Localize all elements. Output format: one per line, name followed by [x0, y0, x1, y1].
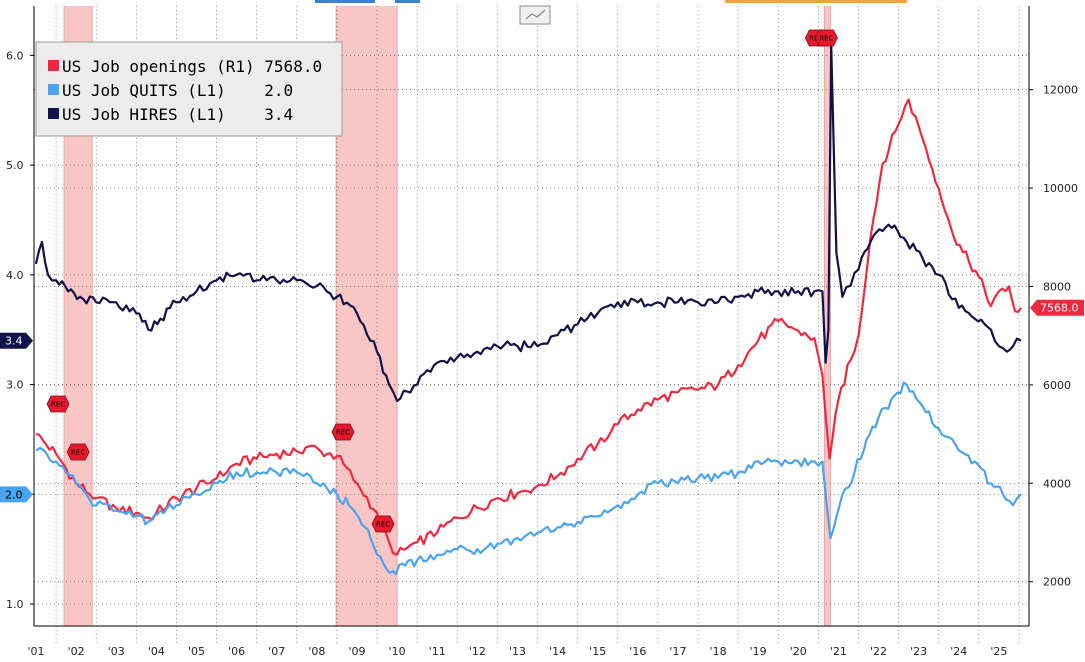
- rec-marker-label: REC: [51, 401, 65, 409]
- right-tick-label: 4000: [1043, 477, 1071, 490]
- rec-marker: [371, 515, 395, 533]
- x-tick-label: '16: [629, 645, 646, 658]
- x-tick-label: '01: [27, 645, 44, 658]
- right-tick-label: 10000: [1043, 182, 1078, 195]
- x-tick-label: '14: [549, 645, 566, 658]
- series-line-hires: [34, 43, 1022, 403]
- toolbar-segment-right: [725, 0, 907, 3]
- rec-marker-label: REC: [71, 449, 85, 457]
- last-value-tag-right: [1030, 299, 1084, 316]
- x-tick-label: '02: [68, 645, 85, 658]
- left-tick-label: 5.0: [6, 159, 24, 172]
- x-tick-label: '04: [148, 645, 165, 658]
- x-tick-label: '23: [910, 645, 927, 658]
- series-line-quits: [35, 381, 1022, 576]
- x-tick-label: '05: [188, 645, 205, 658]
- recession-band: [336, 6, 398, 626]
- right-tick-label: 8000: [1043, 280, 1071, 293]
- legend-swatch-openings: [48, 60, 59, 71]
- left-tick-label: 3.0: [6, 379, 24, 392]
- rec-marker-label: REC: [376, 521, 390, 529]
- x-tick-label: '18: [710, 645, 727, 658]
- rec-marker-label: REC: [819, 35, 833, 43]
- right-tick-label: 6000: [1043, 379, 1071, 392]
- legend-swatch-hires: [48, 108, 59, 119]
- x-tick-label: '24: [950, 645, 967, 658]
- last-value-tag-left: [0, 486, 33, 503]
- x-tick-label: '11: [429, 645, 446, 658]
- toolbar-segment-left: [315, 0, 375, 3]
- left-tick-label: 4.0: [6, 269, 24, 282]
- rec-marker-label: REC: [336, 429, 350, 437]
- chart-type-icon[interactable]: [519, 5, 551, 25]
- x-tick-label: '07: [268, 645, 285, 658]
- last-value-tags: 3.4 2.0 7568.0: [0, 299, 1084, 503]
- x-tick-label: '09: [348, 645, 365, 658]
- rec-marker: [814, 29, 838, 47]
- x-tick-label: '17: [669, 645, 686, 658]
- rec-marker: [331, 423, 355, 441]
- series-line-openings: [35, 98, 1022, 556]
- rec-marker: [46, 395, 70, 413]
- x-tick-label: '03: [108, 645, 125, 658]
- x-tick-label: '06: [228, 645, 245, 658]
- rec-markers: RECRECRECRECRECREC: [46, 29, 838, 533]
- last-value-tag-text: 2.0: [5, 488, 23, 501]
- legend-label-hires: US Job HIRES (L1) 3.4: [62, 105, 293, 124]
- toolbar-segment-mid: [395, 0, 420, 3]
- rec-marker: [66, 443, 90, 461]
- legend-box: [35, 41, 343, 137]
- x-tick-label: '15: [589, 645, 606, 658]
- x-tick-label: '22: [870, 645, 887, 658]
- x-tick-label: '21: [830, 645, 847, 658]
- left-tick-label: 6.0: [6, 49, 24, 62]
- legend: US Job openings (R1) 7568.0 US Job QUITS…: [35, 41, 343, 137]
- legend-swatch-quits: [48, 84, 59, 95]
- last-value-tag-text: 3.4: [5, 335, 23, 348]
- right-tick-label: 12000: [1043, 84, 1078, 97]
- grid: [34, 6, 1029, 646]
- last-value-tag-text: 7568.0: [1040, 302, 1079, 315]
- x-tick-label: '08: [308, 645, 325, 658]
- x-tick-label: '25: [990, 645, 1007, 658]
- recession-band: [824, 6, 831, 626]
- legend-label-quits: US Job QUITS (L1) 2.0: [62, 81, 293, 100]
- x-tick-label: '10: [389, 645, 406, 658]
- axes: '01 '02 '03 '04 '05 '06 '07 '08 '09 '10 '11 '12 '13 '…: [6, 6, 1078, 658]
- left-tick-label: 1.0: [6, 598, 24, 611]
- x-tick-label: '12: [469, 645, 486, 658]
- legend-label-openings: US Job openings (R1) 7568.0: [62, 57, 322, 76]
- x-tick-label: '20: [790, 645, 807, 658]
- x-tick-label: '13: [509, 645, 526, 658]
- top-toolbar: [315, 0, 907, 25]
- right-tick-label: 2000: [1043, 576, 1071, 589]
- last-value-tag-left: [0, 332, 33, 349]
- series-lines: [34, 43, 1022, 576]
- x-tick-label: '19: [750, 645, 767, 658]
